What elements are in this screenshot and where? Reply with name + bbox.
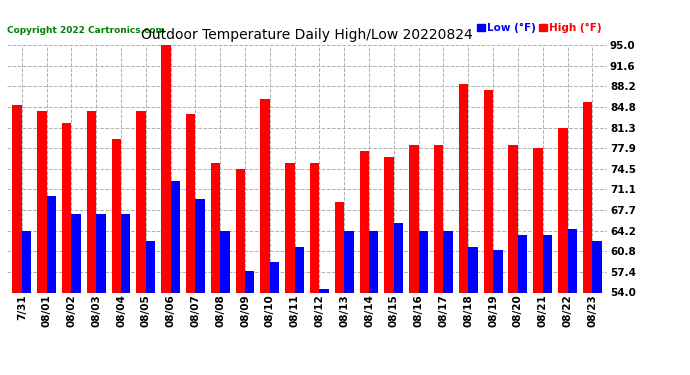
Bar: [384, 157, 394, 375]
Bar: [583, 102, 592, 375]
Bar: [295, 247, 304, 375]
Bar: [146, 241, 155, 375]
Bar: [310, 163, 319, 375]
Bar: [369, 231, 379, 375]
Bar: [270, 262, 279, 375]
Bar: [87, 111, 96, 375]
Bar: [484, 90, 493, 375]
Bar: [235, 169, 245, 375]
Bar: [533, 148, 543, 375]
Bar: [62, 123, 71, 375]
Bar: [567, 229, 577, 375]
Bar: [170, 181, 180, 375]
Bar: [22, 231, 31, 375]
Bar: [186, 114, 195, 375]
Bar: [285, 163, 295, 375]
Bar: [543, 235, 552, 375]
Bar: [419, 231, 428, 375]
Bar: [195, 199, 205, 375]
Bar: [47, 196, 56, 375]
Bar: [96, 214, 106, 375]
Bar: [459, 84, 469, 375]
Bar: [592, 241, 602, 375]
Bar: [37, 111, 47, 375]
Bar: [518, 235, 527, 375]
Bar: [359, 151, 369, 375]
Bar: [434, 145, 444, 375]
Bar: [12, 105, 22, 375]
Bar: [493, 250, 502, 375]
Bar: [211, 163, 220, 375]
Bar: [509, 145, 518, 375]
Bar: [71, 214, 81, 375]
Bar: [220, 231, 230, 375]
Bar: [260, 99, 270, 375]
Bar: [137, 111, 146, 375]
Bar: [394, 223, 403, 375]
Bar: [112, 139, 121, 375]
Bar: [121, 214, 130, 375]
Bar: [469, 247, 477, 375]
Bar: [409, 145, 419, 375]
Bar: [444, 231, 453, 375]
Bar: [558, 128, 567, 375]
Bar: [161, 45, 170, 375]
Legend: Low (°F), High (°F): Low (°F), High (°F): [477, 23, 602, 33]
Bar: [344, 231, 354, 375]
Bar: [245, 272, 255, 375]
Text: Copyright 2022 Cartronics.com: Copyright 2022 Cartronics.com: [7, 26, 165, 35]
Bar: [319, 290, 329, 375]
Title: Outdoor Temperature Daily High/Low 20220824: Outdoor Temperature Daily High/Low 20220…: [141, 28, 473, 42]
Bar: [335, 202, 344, 375]
